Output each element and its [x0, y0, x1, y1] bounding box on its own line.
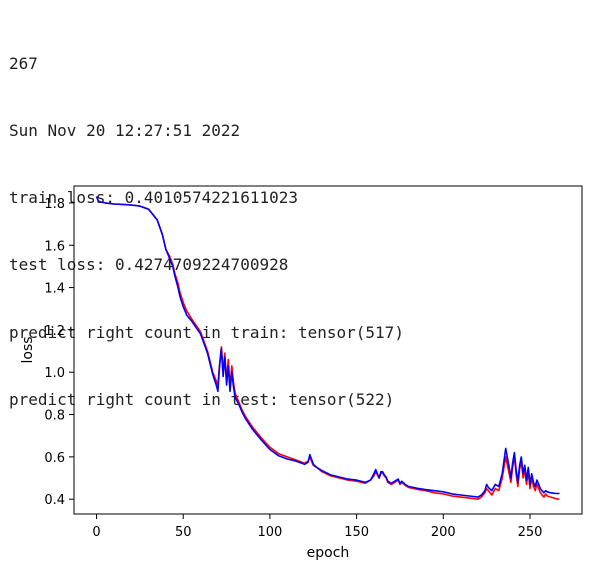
series-layer — [95, 196, 560, 501]
epoch-line: 267 — [9, 53, 38, 73]
test-count-line: predict right count in test: tensor(522) — [9, 389, 395, 409]
y-tick-label: 1.0 — [44, 366, 65, 381]
test-loss-line: test loss: 0.4274709224700928 — [9, 255, 289, 275]
x-axis-label: epoch — [307, 545, 350, 561]
y-tick-label: 1.4 — [44, 282, 65, 297]
x-tick-label: 100 — [258, 525, 283, 540]
console-output: 267 Sun Nov 20 12:27:51 2022 train loss:… — [9, 8, 404, 434]
train-count-line: predict right count in train: tensor(517… — [9, 322, 404, 342]
y-tick-label: 1.8 — [44, 197, 65, 212]
y-tick-label: 0.8 — [44, 409, 65, 424]
ticks-layer: 0 50 100 150 200 250 0.4 0.6 0.8 1.0 1.2 1.4 1.6 1.8 — [44, 197, 542, 540]
y-tick-label: 0.6 — [44, 451, 65, 466]
y-tick-label: 1.2 — [44, 324, 65, 339]
y-tick-label: 1.6 — [44, 239, 65, 254]
x-tick-label: 50 — [175, 525, 192, 540]
x-tick-label: 250 — [518, 525, 543, 540]
x-tick-label: 200 — [431, 525, 456, 540]
y-axis-label: loss — [20, 336, 36, 363]
y-tick-label: 0.4 — [44, 493, 65, 508]
plot-frame — [73, 185, 583, 515]
test-loss-series-line — [95, 196, 560, 498]
train-loss-series-line — [95, 196, 560, 501]
timestamp-line: Sun Nov 20 12:27:51 2022 — [9, 121, 241, 141]
x-tick-label: 150 — [344, 525, 369, 540]
x-tick-label: 0 — [92, 525, 100, 540]
